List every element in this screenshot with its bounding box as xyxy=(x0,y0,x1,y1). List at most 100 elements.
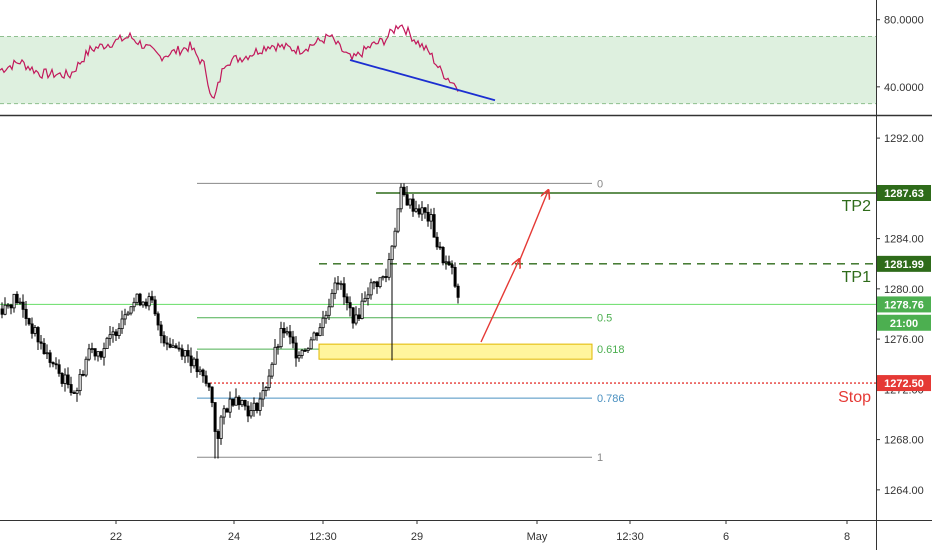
candle xyxy=(198,366,202,376)
candle-body xyxy=(348,302,352,309)
price-tag-label: 21:00 xyxy=(890,318,918,330)
candle-body xyxy=(87,348,91,360)
price-tag: 1278.76 xyxy=(877,296,931,313)
candle-body xyxy=(366,294,370,299)
candle-body xyxy=(381,276,385,279)
candle-body xyxy=(354,314,358,324)
candle-body xyxy=(138,293,142,306)
candle-body xyxy=(162,335,166,344)
candle xyxy=(345,293,349,311)
candle xyxy=(126,310,130,316)
candle-body xyxy=(429,214,433,222)
candle xyxy=(321,310,325,337)
candle-body xyxy=(336,282,340,285)
candle xyxy=(402,183,406,197)
candle-body xyxy=(315,332,319,337)
candle xyxy=(216,429,220,459)
price-tag-label: 1272.50 xyxy=(884,378,924,390)
candle-body xyxy=(3,304,7,315)
candle-body xyxy=(411,198,415,212)
candle-body xyxy=(408,198,412,206)
price-panel[interactable]: 0 0.5 0.618 0.786 1 TP2 TP1 Stop xyxy=(0,178,876,464)
candle xyxy=(237,395,241,410)
candle-body xyxy=(84,358,88,376)
candle-body xyxy=(264,387,268,392)
fib-level-label: 0.618 xyxy=(597,344,625,356)
candle-body xyxy=(258,398,262,411)
candle xyxy=(351,307,355,329)
candle-body xyxy=(222,408,226,418)
candle xyxy=(6,303,10,309)
candle-body xyxy=(243,399,247,407)
projection-arrow-2[interactable] xyxy=(518,191,548,263)
candle xyxy=(189,347,193,373)
candle xyxy=(111,326,115,343)
candle xyxy=(69,376,73,396)
price-tag: 21:00 xyxy=(877,314,931,331)
candle-body xyxy=(288,331,292,338)
candle xyxy=(456,283,460,304)
level-label-stop: Stop xyxy=(838,389,871,406)
candle-body xyxy=(57,364,61,374)
candle xyxy=(42,338,46,355)
candle xyxy=(177,341,181,352)
candle-body xyxy=(180,348,184,357)
price-tick-label: 1264.00 xyxy=(884,485,924,497)
candle-body xyxy=(60,372,64,384)
candle xyxy=(135,293,139,306)
candle xyxy=(78,368,82,396)
candle-body xyxy=(207,382,211,388)
divergence-trendline[interactable] xyxy=(349,59,496,102)
candle-body xyxy=(168,343,172,348)
candle xyxy=(291,330,295,349)
candle xyxy=(288,325,292,345)
candle xyxy=(51,361,55,368)
price-tag-bg xyxy=(877,184,931,201)
candle-body xyxy=(384,276,388,278)
candle-body xyxy=(93,348,97,357)
candle-body xyxy=(51,362,55,365)
candle-body xyxy=(75,390,79,394)
candle-body xyxy=(351,307,355,324)
candle xyxy=(183,350,187,364)
candle-body xyxy=(372,281,376,284)
candle xyxy=(417,204,421,218)
oscillator-panel[interactable] xyxy=(0,24,876,105)
candle-body xyxy=(192,358,196,367)
candle-body xyxy=(54,363,58,366)
candle xyxy=(219,414,223,445)
candle xyxy=(60,372,64,387)
candle-body xyxy=(204,375,208,384)
candle xyxy=(87,343,91,362)
price-tag-label: 1281.99 xyxy=(884,259,924,271)
candle-body xyxy=(78,373,82,392)
candle-body xyxy=(252,402,256,411)
candle-body xyxy=(90,348,94,350)
candle xyxy=(294,336,298,367)
candle-body xyxy=(69,384,73,393)
candle xyxy=(57,359,61,377)
price-tag-bg xyxy=(877,255,931,272)
candle-body xyxy=(117,328,121,336)
candle xyxy=(195,351,199,378)
candle-body xyxy=(426,211,430,222)
candle xyxy=(336,276,340,291)
candle-body xyxy=(246,405,250,417)
candle xyxy=(72,390,76,394)
candle xyxy=(399,183,403,213)
entry-zone-box[interactable] xyxy=(318,343,593,360)
candle-body xyxy=(45,352,49,355)
candle-body xyxy=(72,392,76,394)
candle xyxy=(375,280,379,294)
candle-body xyxy=(39,341,43,344)
oscillator-tick-label: 40.0000 xyxy=(884,82,924,94)
projection-arrow-1[interactable] xyxy=(480,260,519,343)
candle xyxy=(330,289,334,308)
candle xyxy=(21,294,25,318)
candle-body xyxy=(390,245,394,260)
candle xyxy=(354,306,358,326)
candle-body xyxy=(21,301,25,310)
candle xyxy=(318,323,322,337)
candle xyxy=(54,357,58,370)
